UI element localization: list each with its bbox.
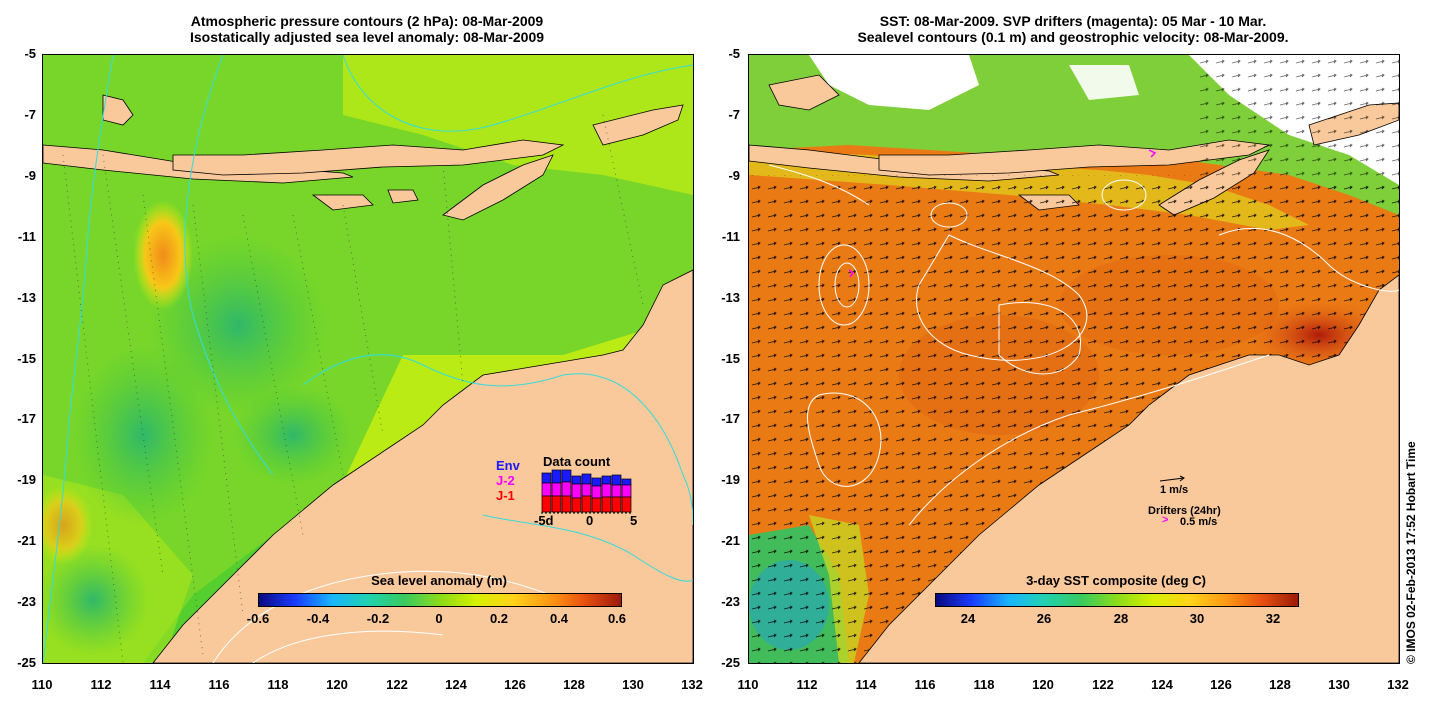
right-title-line1: SST: 08-Mar-2009. SVP drifters (magenta)… (879, 13, 1267, 29)
left-x-tick: 128 (563, 677, 585, 692)
left-x-tick: 132 (681, 677, 703, 692)
sst-map (748, 54, 1400, 664)
sea-level-colorbar-label: 0.4 (549, 611, 569, 626)
right-y-tick: -9 (728, 168, 740, 183)
sea-level-anomaly-svg (43, 55, 693, 663)
left-y-tick: -15 (17, 351, 36, 366)
left-y-tick: -19 (17, 472, 36, 487)
left-panel-title: Atmospheric pressure contours (2 hPa): 0… (42, 13, 692, 45)
sst-colorbar-title: 3-day SST composite (deg C) (1026, 573, 1206, 588)
drifter-arrow-icon: > (1162, 514, 1169, 526)
right-x-tick: 126 (1210, 677, 1232, 692)
sea-level-colorbar-label: -0.6 (246, 611, 270, 626)
left-x-tick: 124 (445, 677, 467, 692)
data-count-legend-j2: J-2 (496, 473, 515, 488)
sst-svg (749, 55, 1399, 663)
data-count-legend-j1: J-1 (496, 488, 515, 503)
sea-level-colorbar-label: 0.2 (489, 611, 509, 626)
data-count-title: Data count (543, 454, 611, 469)
velocity-scale-arrow (1159, 475, 1185, 482)
drifters-label: Drifters (24hr) (1148, 505, 1221, 517)
right-x-tick: 112 (796, 677, 818, 692)
left-x-tick: 130 (622, 677, 644, 692)
sst-colorbar-label: 26 (1036, 611, 1052, 626)
left-x-tick: 110 (31, 677, 53, 692)
right-y-tick: -21 (721, 533, 740, 548)
data-count-axis-label: 0 (586, 513, 594, 528)
right-x-tick: 114 (855, 677, 877, 692)
credit-text: © IMOS 02-Feb-2013 17:52 Hobart Time (1404, 441, 1418, 664)
sea-level-colorbar-label: 0.6 (607, 611, 627, 626)
left-y-tick: -17 (17, 411, 36, 426)
data-count-bars (541, 469, 633, 514)
sea-level-colorbar-title: Sea level anomaly (m) (371, 573, 507, 588)
left-x-tick: 118 (267, 677, 289, 692)
right-y-tick: -23 (721, 594, 740, 609)
sst-colorbar-label: 28 (1113, 611, 1129, 626)
right-x-tick: 118 (973, 677, 995, 692)
left-y-tick: -5 (24, 46, 36, 61)
right-y-tick: -5 (728, 46, 740, 61)
right-x-tick: 110 (737, 677, 759, 692)
left-title-line1: Atmospheric pressure contours (2 hPa): 0… (190, 13, 544, 29)
left-x-tick: 112 (90, 677, 112, 692)
right-x-tick: 128 (1269, 677, 1291, 692)
right-x-tick: 124 (1151, 677, 1173, 692)
sst-colorbar-label: 24 (960, 611, 976, 626)
right-x-tick: 132 (1387, 677, 1409, 692)
right-panel-title: SST: 08-Mar-2009. SVP drifters (magenta)… (748, 13, 1398, 45)
sst-colorbar (935, 593, 1299, 607)
right-y-tick: -19 (721, 472, 740, 487)
right-title-line2: Sealevel contours (0.1 m) and geostrophi… (857, 29, 1289, 45)
data-count-legend-env: Env (496, 458, 520, 473)
left-x-tick: 122 (386, 677, 408, 692)
left-y-tick: -7 (24, 107, 36, 122)
left-y-tick: -13 (17, 290, 36, 305)
left-x-tick: 126 (504, 677, 526, 692)
left-y-tick: -23 (17, 594, 36, 609)
sea-level-anomaly-map (42, 54, 694, 664)
right-y-tick: -13 (721, 290, 740, 305)
sea-level-colorbar-label: 0 (435, 611, 443, 626)
sst-colorbar-label: 30 (1189, 611, 1205, 626)
data-count-axis-label: -5d (534, 513, 554, 528)
right-y-tick: -11 (721, 229, 740, 244)
sst-colorbar-label: 32 (1265, 611, 1281, 626)
right-y-tick: -25 (721, 655, 740, 670)
left-x-tick: 114 (149, 677, 171, 692)
data-count-axis-label: 5 (630, 513, 638, 528)
left-x-tick: 120 (326, 677, 348, 692)
right-y-tick: -17 (721, 411, 740, 426)
sea-level-colorbar (258, 593, 622, 607)
left-y-tick: -11 (17, 229, 36, 244)
sea-level-colorbar-label: -0.2 (366, 611, 390, 626)
left-y-tick: -25 (17, 655, 36, 670)
left-title-line2: Isostatically adjusted sea level anomaly… (189, 29, 545, 45)
velocity-scale-label: 1 m/s (1160, 484, 1189, 496)
drifter-speed-label: 0.5 m/s (1180, 516, 1218, 528)
right-x-tick: 120 (1032, 677, 1054, 692)
right-x-tick: 122 (1092, 677, 1114, 692)
right-y-tick: -7 (728, 107, 740, 122)
right-x-tick: 116 (914, 677, 936, 692)
right-x-tick: 130 (1328, 677, 1350, 692)
left-y-tick: -9 (24, 168, 36, 183)
right-y-tick: -15 (721, 351, 740, 366)
sea-level-colorbar-label: -0.4 (306, 611, 330, 626)
left-y-tick: -21 (17, 533, 36, 548)
left-x-tick: 116 (208, 677, 230, 692)
